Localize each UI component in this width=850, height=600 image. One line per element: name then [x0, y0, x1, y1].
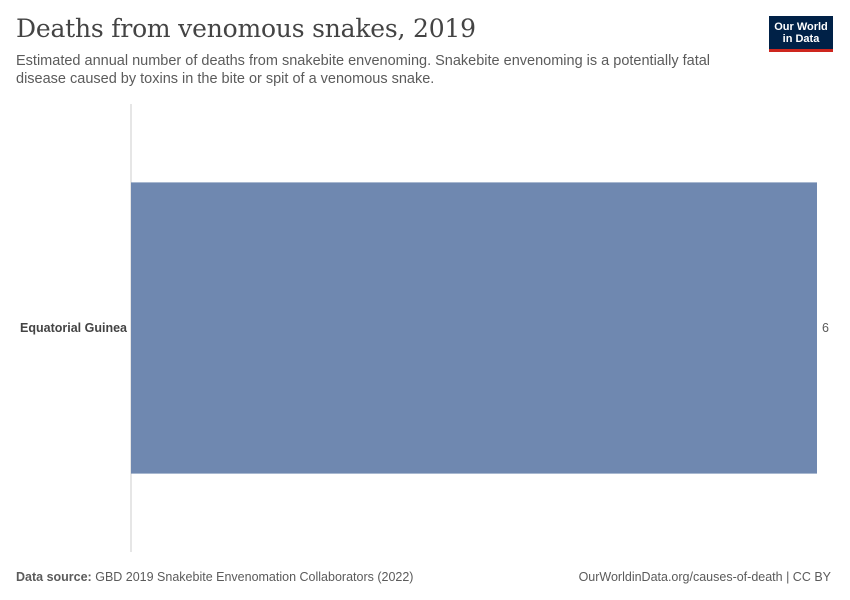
url-license[interactable]: OurWorldinData.org/causes-of-death | CC … [578, 570, 831, 584]
owid-logo[interactable]: Our World in Data [769, 16, 833, 52]
data-source-text[interactable]: GBD 2019 Snakebite Envenomation Collabor… [95, 570, 414, 584]
data-source: Data source: GBD 2019 Snakebite Envenoma… [16, 570, 413, 584]
value-label: 6 [822, 321, 829, 335]
category-label: Equatorial Guinea [20, 321, 128, 335]
chart-subtitle: Estimated annual number of deaths from s… [16, 53, 711, 87]
chart-title: Deaths from venomous snakes, 2019 [16, 14, 476, 43]
logo-line-2: in Data [782, 33, 820, 45]
bar [131, 182, 817, 474]
data-source-label: Data source: [16, 570, 92, 584]
logo-line-1: Our World [774, 21, 828, 33]
